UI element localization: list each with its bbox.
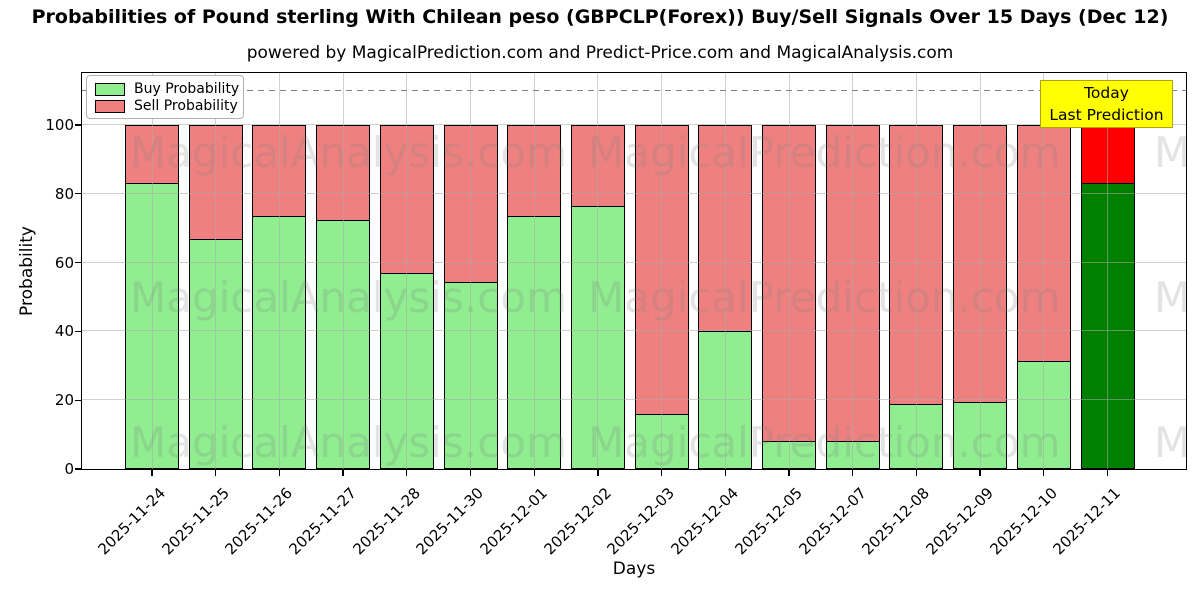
x-tickmark <box>597 469 599 476</box>
today-annotation: Today Last Prediction <box>1040 80 1173 128</box>
x-tick-label: 2025-11-25 <box>158 484 233 559</box>
bar-segment-buy <box>762 441 816 469</box>
bar-segment-buy <box>125 183 179 469</box>
bar-segment-sell <box>252 125 307 218</box>
x-tick-label: 2025-12-05 <box>731 484 806 559</box>
y-tickmark <box>75 468 82 470</box>
bar-segment-buy <box>953 401 1008 469</box>
x-tick-label: 2025-12-11 <box>1049 484 1125 559</box>
bar-segment-buy <box>1080 183 1135 469</box>
bar-segment-buy <box>570 205 625 469</box>
watermark-text: M <box>1154 128 1191 177</box>
legend-sell-label: Sell Probability <box>134 98 238 114</box>
x-tickmark <box>724 469 726 476</box>
x-tickmark <box>469 469 472 476</box>
bar-segment-buy <box>443 281 498 469</box>
legend: Buy Probability Sell Probability <box>86 75 244 119</box>
y-tick-label: 0 <box>64 460 74 478</box>
x-tickmark <box>788 469 790 476</box>
x-tickmark <box>406 469 408 476</box>
x-tick-label: 2025-11-26 <box>221 484 297 559</box>
x-tickmark <box>660 469 663 476</box>
bar-segment-buy <box>252 216 307 469</box>
bar-segment-sell <box>1080 125 1135 185</box>
bar-segment-sell <box>316 125 371 221</box>
watermark-text: M <box>1154 418 1191 467</box>
upper-dashed-gridline <box>82 89 1186 92</box>
y-tick-label: 20 <box>54 391 74 410</box>
today-annotation-line1: Today <box>1084 84 1129 102</box>
bar-segment-buy <box>698 331 753 469</box>
today-annotation-line2: Last Prediction <box>1049 106 1164 124</box>
bar-segment-sell <box>379 125 434 274</box>
watermark-text: M <box>1154 273 1191 322</box>
legend-buy-label: Buy Probability <box>134 81 240 97</box>
bar-segment-sell <box>1016 125 1071 362</box>
chart-title: Probabilities of Pound sterling With Chi… <box>31 6 1169 28</box>
bar-segment-buy <box>1016 360 1071 469</box>
bar-segment-sell <box>698 125 753 333</box>
x-tick-label: 2025-12-10 <box>986 484 1061 559</box>
bar-segment-sell <box>443 125 498 283</box>
bar-segment-sell <box>825 125 880 443</box>
x-tick-label: 2025-12-09 <box>922 484 997 559</box>
y-tickmark <box>75 330 82 333</box>
x-tick-label: 2025-12-04 <box>667 484 743 559</box>
y-tickmark <box>75 261 82 264</box>
plot-area: MagicalAnalysis.com MagicalPrediction.com… <box>81 72 1191 470</box>
x-tick-label: 2025-12-03 <box>603 484 679 559</box>
x-tick-label: 2025-11-24 <box>94 484 169 559</box>
y-axis-label: Probability <box>17 226 37 316</box>
y-tickmark <box>75 124 82 126</box>
x-tickmark <box>915 469 918 476</box>
bar-segment-sell <box>762 125 816 443</box>
bar-segment-buy <box>825 441 880 469</box>
bar-segment-sell <box>889 125 944 405</box>
y-tick-label: 60 <box>54 253 74 272</box>
x-axis-label: Days <box>612 559 656 579</box>
legend-item-buy: Buy Probability <box>95 81 239 97</box>
bar-segment-buy <box>634 413 689 469</box>
bar-segment-sell <box>570 125 625 207</box>
x-tickmark <box>278 469 281 476</box>
bar-segment-sell <box>507 125 562 218</box>
x-tick-label: 2025-12-08 <box>858 484 934 559</box>
legend-item-sell: Sell Probability <box>95 98 238 114</box>
x-tick-label: 2025-12-02 <box>540 484 615 559</box>
x-tick-label: 2025-12-01 <box>476 484 551 559</box>
bar-segment-buy <box>889 403 944 469</box>
bar-segment-sell <box>953 125 1008 403</box>
bar-segment-buy <box>507 216 562 469</box>
bar-segment-sell <box>634 125 689 415</box>
x-tickmark <box>979 469 981 476</box>
x-tickmark <box>342 469 344 476</box>
x-tickmark <box>151 469 153 476</box>
buy-swatch <box>95 82 125 96</box>
bar-segment-sell <box>125 125 179 185</box>
bar-segment-buy <box>316 219 371 469</box>
y-tick-label: 100 <box>45 116 74 134</box>
bar-segment-buy <box>379 272 434 469</box>
x-tickmark <box>1106 469 1109 476</box>
x-tickmark <box>215 469 217 476</box>
y-tick-label: 80 <box>54 184 74 203</box>
bar-segment-sell <box>188 125 243 240</box>
x-tickmark <box>533 469 535 476</box>
sell-swatch <box>95 99 125 113</box>
x-tick-label: 2025-11-30 <box>412 484 488 559</box>
chart-subtitle: powered by MagicalPrediction.com and Pre… <box>246 43 954 63</box>
x-tickmark <box>852 469 854 476</box>
x-tick-label: 2025-11-28 <box>349 484 424 559</box>
y-tickmark <box>75 399 82 401</box>
x-tick-label: 2025-11-27 <box>285 484 360 559</box>
y-tickmark <box>75 193 82 195</box>
x-tickmark <box>1043 469 1045 476</box>
x-tick-label: 2025-12-07 <box>795 484 870 559</box>
y-tick-label: 40 <box>54 322 74 341</box>
bar-segment-buy <box>188 238 243 469</box>
